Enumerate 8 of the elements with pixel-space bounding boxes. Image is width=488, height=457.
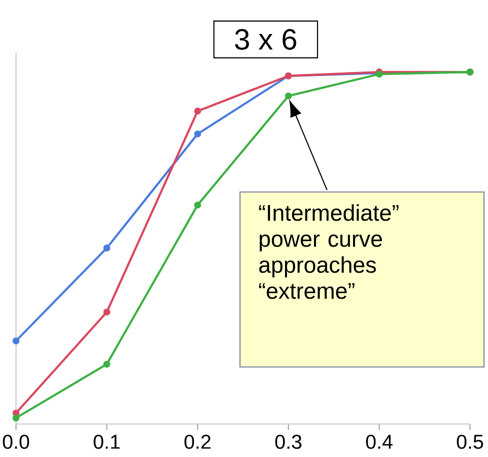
x-tick-label: 0.2 [184,434,211,449]
chart-title: 3 x 6 [235,29,296,50]
x-tick-label: 0.0 [2,434,30,449]
x-tick-label: 0.5 [456,434,484,449]
x-tick-label: 0.1 [94,434,120,449]
annotation: “Intermediate” power curve approaches “extreme” [259,204,399,299]
x-tick-label: 0.4 [366,434,393,449]
x-tick-label: 0.3 [275,434,302,449]
